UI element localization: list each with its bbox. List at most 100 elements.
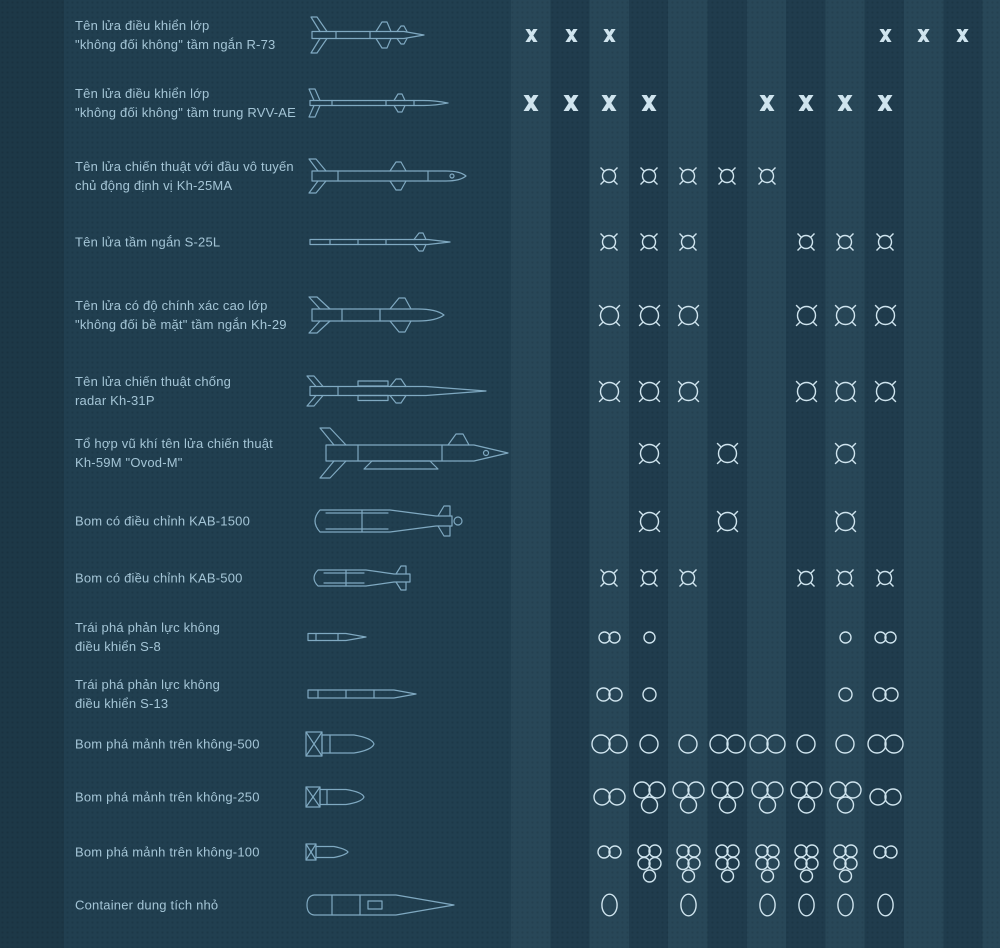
hardpoint-marker [794, 566, 818, 590]
hardpoint-marker [676, 230, 700, 254]
weapon-blueprint-drawing-fab500 [302, 728, 376, 760]
hardpoint-marker [641, 95, 657, 111]
weapon-blueprint-drawing-kh31 [302, 371, 490, 411]
weapon-label-line1: Container dung tích nhỏ [75, 897, 219, 913]
hardpoint-marker [873, 230, 897, 254]
hardpoint-marker [754, 844, 780, 883]
hardpoint-marker [873, 630, 897, 644]
hardpoint-marker [524, 28, 538, 42]
weapon-label: Bom có điều chỉnh KAB-500 [75, 569, 307, 588]
hardpoint-marker [639, 734, 659, 754]
hardpoint-marker [563, 95, 579, 111]
hardpoint-marker [635, 301, 664, 330]
hardpoint-marker [597, 230, 621, 254]
hardpoint-marker [564, 28, 578, 42]
hardpoint-marker [637, 164, 661, 188]
hardpoint-marker [748, 734, 786, 754]
hardpoint-marker [868, 788, 902, 806]
hardpoint-marker [877, 95, 893, 111]
hardpoint-marker [837, 95, 853, 111]
weapon-blueprint-drawing-fab100 [302, 841, 350, 863]
weapon-label: Bom phá mảnh trên không-250 [75, 788, 307, 807]
hardpoint-marker [635, 507, 664, 536]
weapon-blueprint-drawing-fab250 [302, 783, 366, 811]
weapon-label-line1: Tên lửa chiến thuật chống [75, 374, 232, 389]
weapon-label-line2: điều khiển S-13 [75, 696, 169, 711]
weapon-label: Bom có điều chỉnh KAB-1500 [75, 512, 307, 531]
weapon-label: Tên lửa chiến thuật với đầu vô tuyến chủ… [75, 157, 307, 195]
hardpoint-marker [798, 95, 814, 111]
hardpoint-marker [797, 892, 816, 918]
hardpoint-marker [759, 95, 775, 111]
weapon-label: Bom phá mảnh trên không-500 [75, 735, 307, 754]
weapon-label: Tên lửa có độ chính xác cao lớp "không đ… [75, 296, 307, 334]
hardpoint-marker [713, 507, 742, 536]
hardpoint-marker [714, 844, 740, 883]
hardpoint-marker [831, 301, 860, 330]
hardpoint-marker [595, 377, 624, 406]
hardpoint-marker [635, 439, 664, 468]
hardpoint-marker [831, 377, 860, 406]
hardpoint-marker [710, 780, 744, 814]
hardpoint-marker [832, 844, 858, 883]
weapon-label-line1: Tên lửa chiến thuật với đầu vô tuyến [75, 159, 294, 174]
hardpoint-marker [955, 28, 969, 42]
weapon-label-line1: Tên lửa tầm ngắn S-25L [75, 234, 221, 250]
weapon-label-line2: điều khiển S-8 [75, 639, 161, 654]
weapon-label-line2: "không đối bề mặt" tầm ngắn Kh-29 [75, 317, 287, 332]
weapon-label: Bom phá mảnh trên không-100 [75, 843, 307, 862]
weapon-label-line2: Kh-59M "Ovod-M" [75, 455, 183, 470]
weapon-blueprint-drawing-rvv [302, 83, 450, 123]
hardpoint-marker [674, 377, 703, 406]
weapon-label: Tên lửa điều khiển lớp "không đối không"… [75, 84, 307, 122]
hardpoint-marker [916, 28, 930, 42]
hardpoint-marker [597, 630, 621, 644]
hardpoint-marker [792, 377, 821, 406]
hardpoint-marker [792, 301, 821, 330]
hardpoint-marker [596, 845, 622, 859]
hardpoint-marker [873, 566, 897, 590]
hardpoint-marker [637, 566, 661, 590]
weapon-label: Tổ hợp vũ khí tên lửa chiến thuật Kh-59M… [75, 434, 307, 472]
hardpoint-marker [838, 630, 852, 644]
hardpoint-marker [837, 686, 853, 702]
hardpoint-marker [595, 686, 623, 702]
hardpoint-marker [595, 301, 624, 330]
hardpoint-marker [794, 230, 818, 254]
weapon-label-line2: "không đối không" tầm ngắn R-73 [75, 37, 276, 52]
hardpoint-marker [637, 230, 661, 254]
weapon-label-line2: radar Kh-31P [75, 393, 155, 408]
hardpoint-marker [871, 686, 899, 702]
weapon-label-line2: "không đối không" tầm trung RVV-AE [75, 105, 297, 120]
hardpoint-marker [872, 845, 898, 859]
weapon-label: Tên lửa chiến thuật chống radar Kh-31P [75, 372, 307, 410]
weapon-label-line1: Tên lửa điều khiển lớp [75, 86, 210, 101]
weapon-label: Tên lửa điều khiển lớp "không đối không"… [75, 16, 307, 54]
weapon-label-line1: Bom phá mảnh trên không-250 [75, 789, 260, 805]
hardpoint-marker [758, 892, 777, 918]
hardpoint-marker [635, 377, 664, 406]
hardpoint-marker [833, 230, 857, 254]
hardpoint-marker [602, 28, 616, 42]
hardpoint-marker [878, 28, 892, 42]
hardpoint-marker [641, 686, 657, 702]
hardpoint-marker [642, 630, 656, 644]
weapon-blueprint-drawing-s13 [302, 684, 420, 704]
weapon-blueprint-drawing-kh25 [302, 153, 470, 199]
hardpoint-marker [674, 301, 703, 330]
weapon-blueprint-drawing-kab500 [302, 560, 420, 596]
hardpoint-marker [632, 780, 666, 814]
weapon-label-line1: Tên lửa có độ chính xác cao lớp [75, 298, 268, 313]
weapon-label: Trái phá phản lực không điều khiển S-8 [75, 618, 307, 656]
hardpoint-marker [866, 734, 904, 754]
hardpoint-marker [871, 377, 900, 406]
hardpoint-marker [676, 164, 700, 188]
weapon-label-line1: Trái phá phản lực không [75, 620, 221, 635]
hardpoint-marker [636, 844, 662, 883]
hardpoint-marker [831, 507, 860, 536]
weapon-blueprint-drawing-s8 [302, 628, 370, 646]
hardpoint-marker [789, 780, 823, 814]
weapon-label-line1: Bom phá mảnh trên không-100 [75, 844, 260, 860]
